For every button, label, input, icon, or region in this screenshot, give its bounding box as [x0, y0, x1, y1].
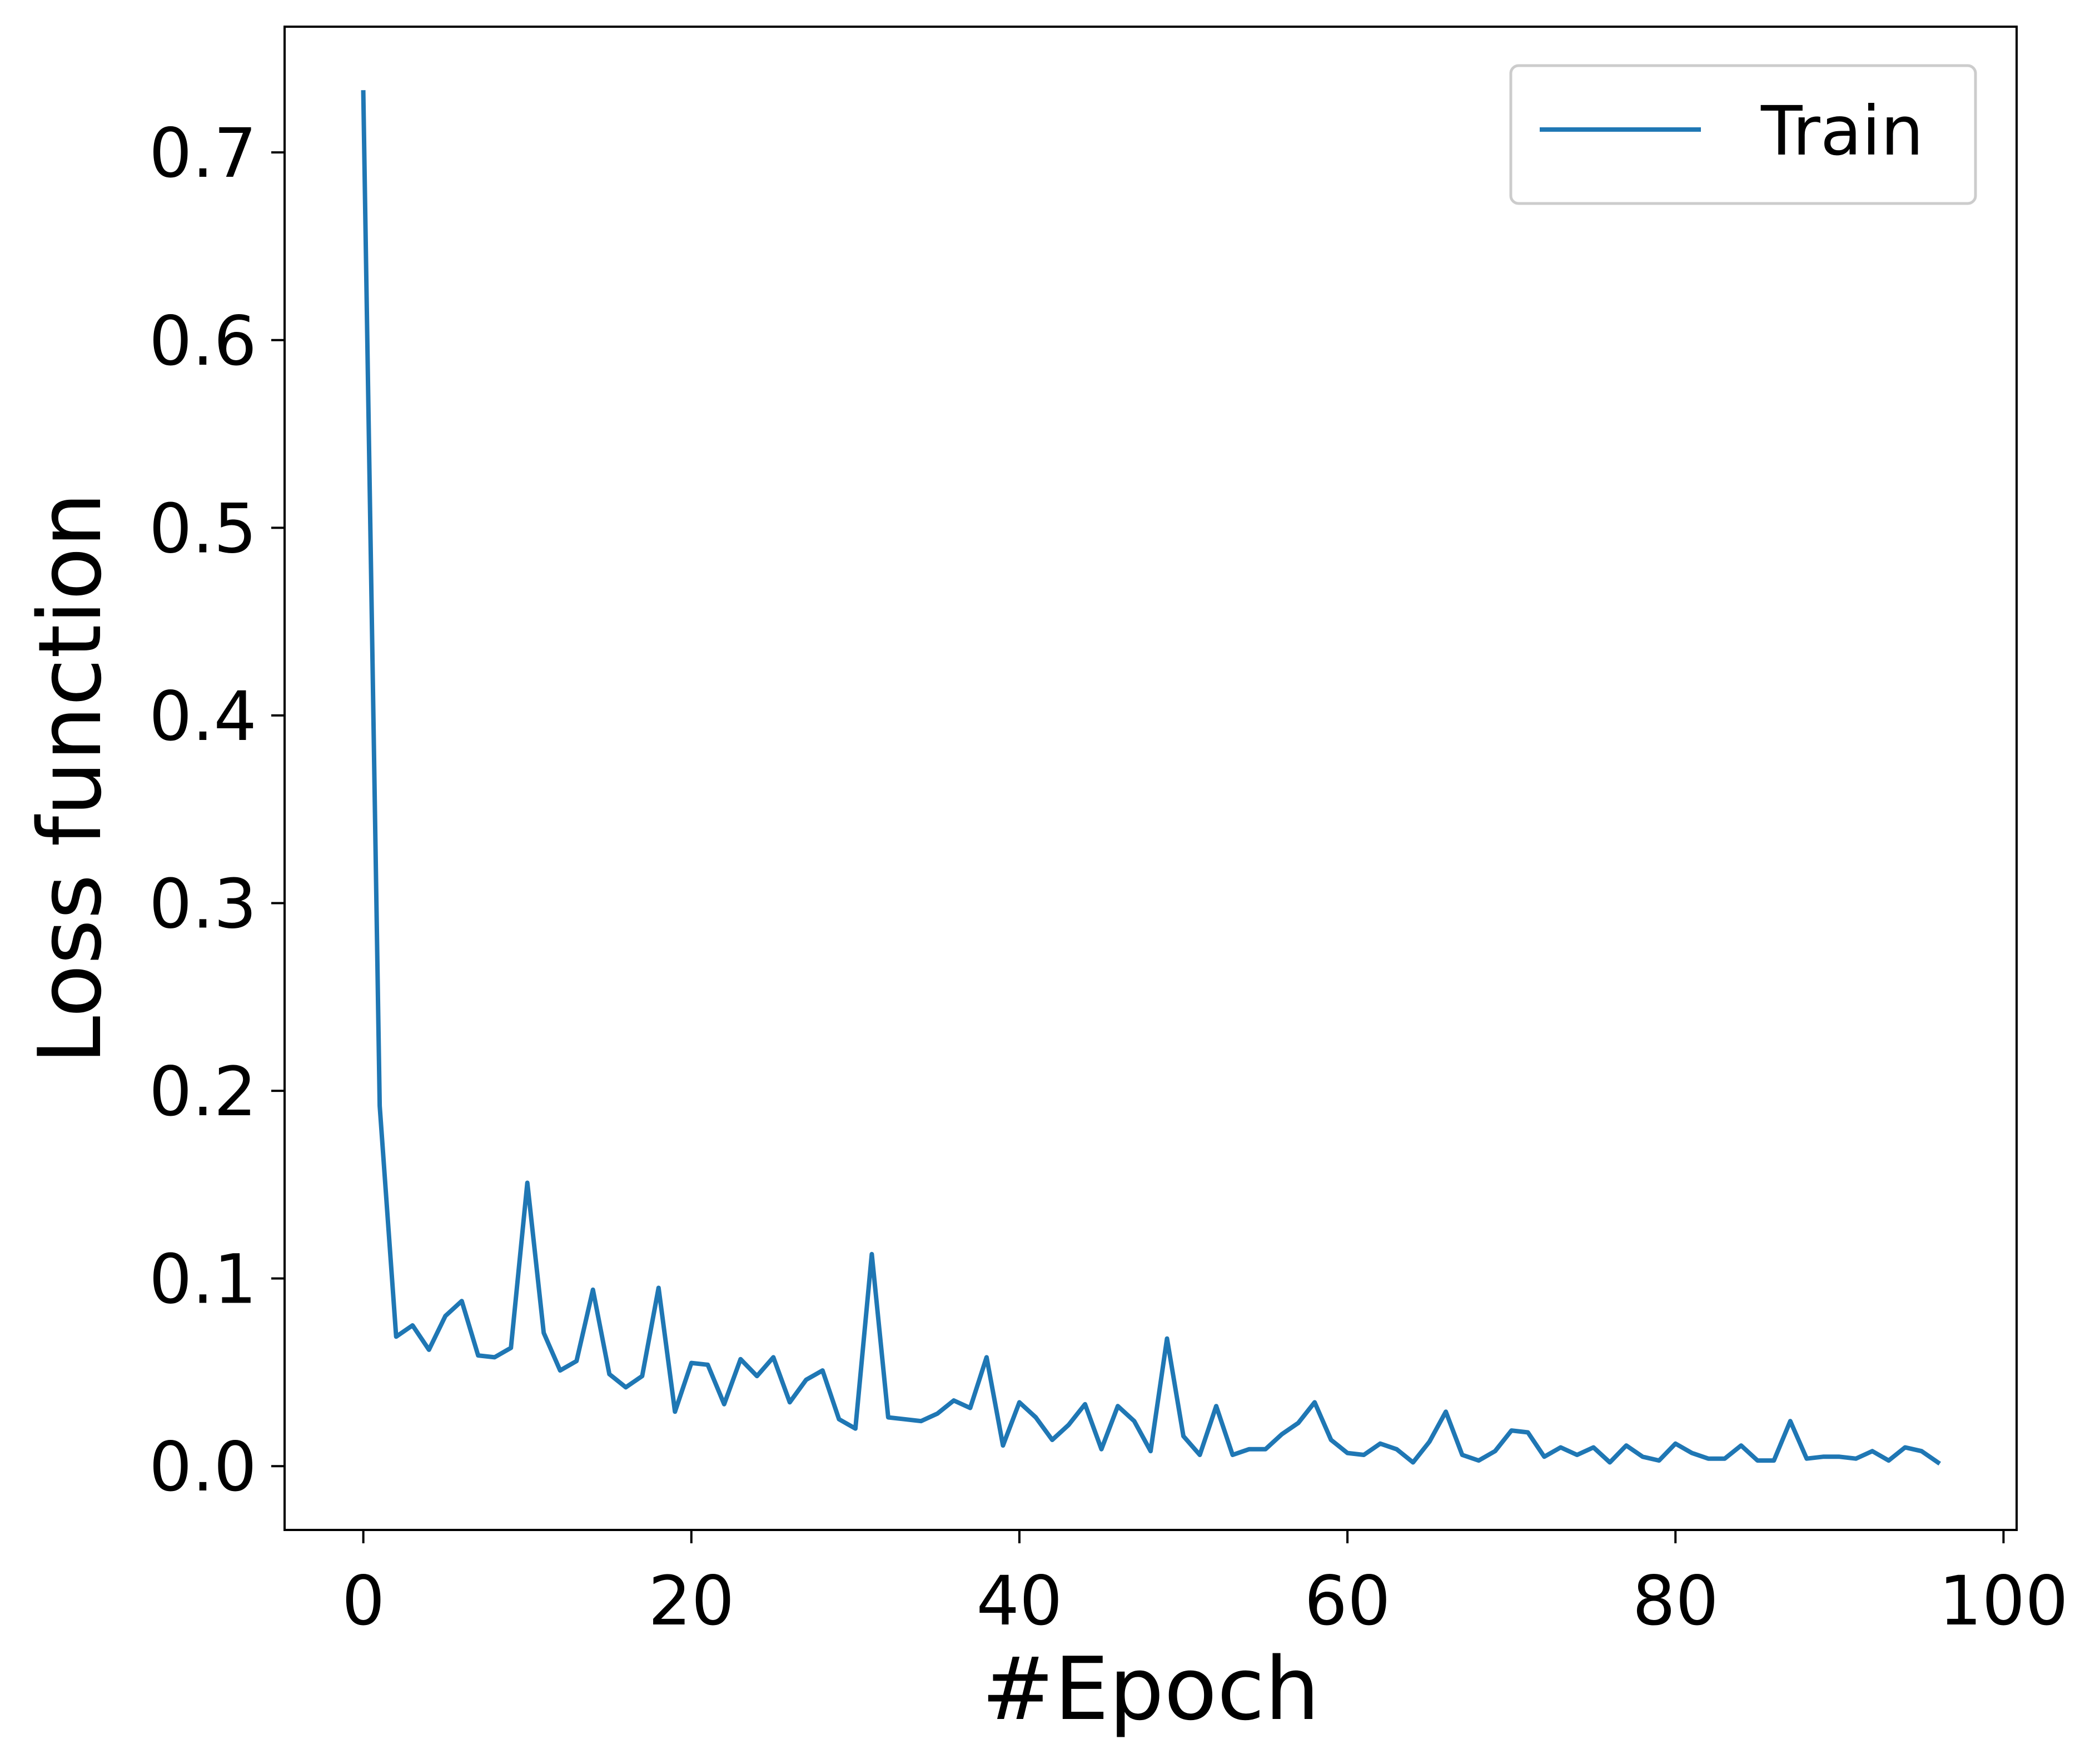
legend-label-train: Train: [1760, 92, 1924, 171]
legend: Train: [1511, 66, 1975, 203]
x-tick-label: 0: [342, 1562, 385, 1641]
y-tick-label: 0.1: [149, 1240, 257, 1319]
x-tick-label: 40: [976, 1562, 1062, 1641]
y-axis-label: Loss function: [19, 492, 121, 1064]
x-tick-label: 80: [1633, 1562, 1719, 1641]
y-tick-label: 0.7: [149, 114, 257, 193]
y-tick-label: 0.0: [149, 1428, 257, 1507]
y-tick-label: 0.2: [149, 1052, 257, 1131]
x-tick-label: 100: [1939, 1562, 2068, 1641]
y-tick-label: 0.5: [149, 489, 257, 568]
x-tick-label: 20: [648, 1562, 734, 1641]
y-tick-label: 0.6: [149, 302, 257, 381]
y-tick-label: 0.3: [149, 864, 257, 943]
x-axis-label: #Epoch: [982, 1638, 1320, 1740]
x-tick-label: 60: [1304, 1562, 1390, 1641]
y-tick-label: 0.4: [149, 677, 257, 756]
